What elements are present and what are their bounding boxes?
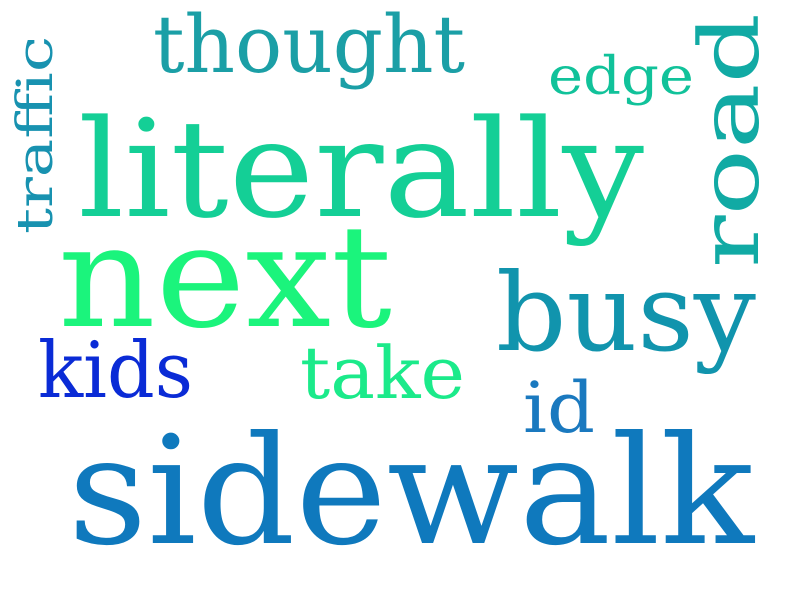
word-id: id [523, 367, 595, 449]
word-edge: edge [548, 47, 694, 107]
word-kids: kids [38, 326, 193, 416]
word-take: take [300, 331, 465, 415]
word-road: road [683, 13, 778, 268]
word-sidewalk: sidewalk [68, 405, 755, 579]
word-traffic: traffic [6, 36, 64, 234]
word-literally: literally [78, 91, 644, 248]
word-thought: thought [153, 0, 465, 91]
word-next: next [58, 195, 392, 360]
word-busy: busy [496, 251, 756, 376]
